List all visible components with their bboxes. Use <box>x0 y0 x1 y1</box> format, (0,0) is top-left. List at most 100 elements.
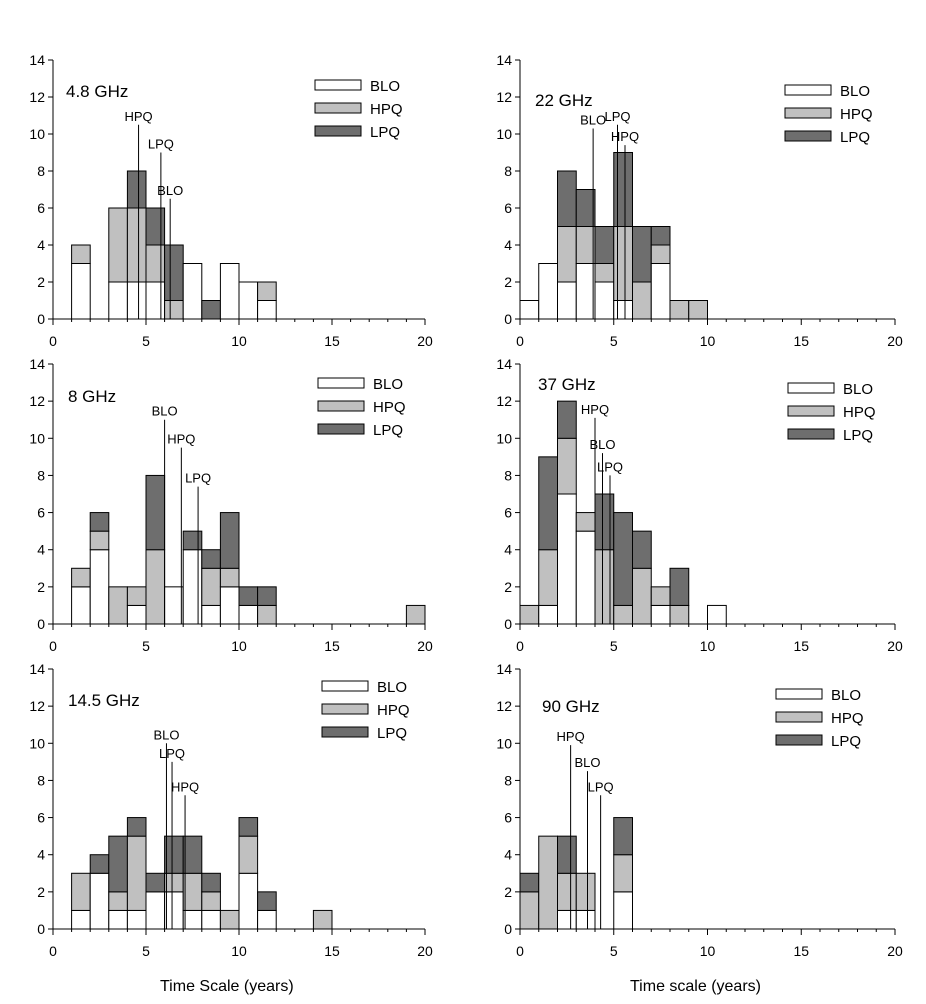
bar-blo <box>238 872 259 930</box>
legend-swatch-blo <box>775 688 823 700</box>
legend-swatch-hpq <box>775 711 823 723</box>
y-tick-label: 12 <box>29 89 45 105</box>
bar-blo <box>613 891 633 930</box>
bar-hpq <box>257 281 277 301</box>
x-tick-label: 10 <box>231 638 247 654</box>
y-tick-label: 6 <box>37 505 45 521</box>
y-tick-label: 10 <box>29 126 45 142</box>
marker-label-lpq: LPQ <box>588 779 614 794</box>
legend-swatch-lpq <box>784 130 832 142</box>
y-tick-label: 4 <box>504 237 512 253</box>
panel-0: 0 2 4 6 8 10 12 14 0 5 10 15 20 4.8 GHz BLO HPQ LPQ HPQ LP… <box>29 52 433 349</box>
bar-hpq <box>688 300 708 320</box>
bar-blo <box>182 909 203 930</box>
bar-lpq <box>89 854 110 874</box>
legend-label-lpq: LPQ <box>370 124 400 141</box>
legend-swatch-lpq <box>314 125 362 137</box>
bar-hpq <box>164 300 184 320</box>
bar-lpq <box>145 872 166 893</box>
bar-hpq <box>257 604 277 625</box>
y-tick-label: 6 <box>504 810 512 826</box>
x-tick-label: 0 <box>49 943 57 959</box>
bar-hpq <box>71 567 91 588</box>
y-tick-label: 14 <box>29 661 45 677</box>
x-tick-label: 5 <box>142 943 150 959</box>
legend-label-hpq: HPQ <box>831 710 864 727</box>
bar-lpq <box>201 300 221 320</box>
bar-hpq <box>126 207 147 283</box>
y-tick-label: 12 <box>496 89 512 105</box>
x-tick-label: 15 <box>793 943 809 959</box>
bar-hpq <box>557 226 577 283</box>
y-tick-label: 14 <box>496 661 512 677</box>
marker-label-lpq: LPQ <box>185 471 211 486</box>
legend-swatch-blo <box>784 84 832 96</box>
bar-lpq <box>164 244 184 301</box>
y-tick-label: 6 <box>37 200 45 216</box>
panel-5: 0 2 4 6 8 10 12 14 0 5 10 15 20 90 GHz BLO HPQ LPQ HPQ BLO… <box>496 661 903 959</box>
x-tick-label: 15 <box>324 943 340 959</box>
y-tick-label: 0 <box>37 616 45 632</box>
y-tick-label: 8 <box>504 772 512 788</box>
x-tick-label: 0 <box>516 638 524 654</box>
bar-blo <box>108 281 128 320</box>
bar-hpq <box>519 604 540 625</box>
bar-hpq <box>557 872 577 911</box>
y-tick-label: 6 <box>37 810 45 826</box>
bar-blo <box>164 586 184 625</box>
bar-lpq <box>182 835 203 874</box>
bar-lpq <box>613 152 633 227</box>
bar-hpq <box>575 872 596 911</box>
bar-hpq <box>145 549 166 625</box>
y-tick-label: 8 <box>37 772 45 788</box>
bar-lpq <box>145 207 166 246</box>
legend-label-lpq: LPQ <box>831 733 861 750</box>
bar-blo <box>257 300 277 320</box>
bar-hpq <box>405 604 426 625</box>
x-tick-label: 20 <box>417 943 433 959</box>
y-tick-label: 0 <box>37 921 45 937</box>
bar-lpq <box>650 226 671 246</box>
marker-label-blo: BLO <box>157 183 183 198</box>
bar-lpq <box>126 170 147 209</box>
y-tick-label: 0 <box>37 311 45 327</box>
legend-label-hpq: HPQ <box>377 702 410 719</box>
bar-blo <box>145 891 166 930</box>
bar-blo <box>557 493 577 625</box>
bar-hpq <box>164 872 184 893</box>
bar-blo <box>575 909 596 930</box>
y-tick-label: 6 <box>504 505 512 521</box>
bar-hpq <box>538 835 558 930</box>
legend-label-lpq: LPQ <box>840 129 870 146</box>
legend-swatch-hpq <box>317 400 365 412</box>
legend-swatch-hpq <box>321 703 369 715</box>
bar-hpq <box>108 586 128 625</box>
bar-lpq <box>538 456 558 551</box>
legend-swatch-hpq <box>784 107 832 119</box>
y-tick-label: 10 <box>29 735 45 751</box>
legend-swatch-hpq <box>314 102 362 114</box>
legend-swatch-lpq <box>775 734 823 746</box>
x-tick-label: 15 <box>793 638 809 654</box>
legend-label-blo: BLO <box>373 376 403 393</box>
bar-lpq <box>238 586 259 606</box>
marker-label-lpq: LPQ <box>148 137 174 152</box>
y-tick-label: 4 <box>37 542 45 558</box>
legend-swatch-lpq <box>787 428 835 440</box>
y-tick-label: 10 <box>496 735 512 751</box>
bar-lpq <box>669 567 690 606</box>
y-tick-label: 4 <box>37 847 45 863</box>
legend-swatch-hpq <box>787 405 835 417</box>
bar-hpq <box>613 226 633 301</box>
y-tick-label: 10 <box>29 430 45 446</box>
x-tick-label: 0 <box>49 638 57 654</box>
x-tick-label: 10 <box>700 333 716 349</box>
panel-title: 14.5 GHz <box>68 691 140 710</box>
bar-hpq <box>613 854 633 893</box>
x-tick-label: 20 <box>417 638 433 654</box>
bar-hpq <box>650 586 671 606</box>
x-tick-label: 20 <box>417 333 433 349</box>
x-tick-label: 5 <box>610 638 618 654</box>
bar-blo <box>557 281 577 320</box>
legend-label-lpq: LPQ <box>843 427 873 444</box>
